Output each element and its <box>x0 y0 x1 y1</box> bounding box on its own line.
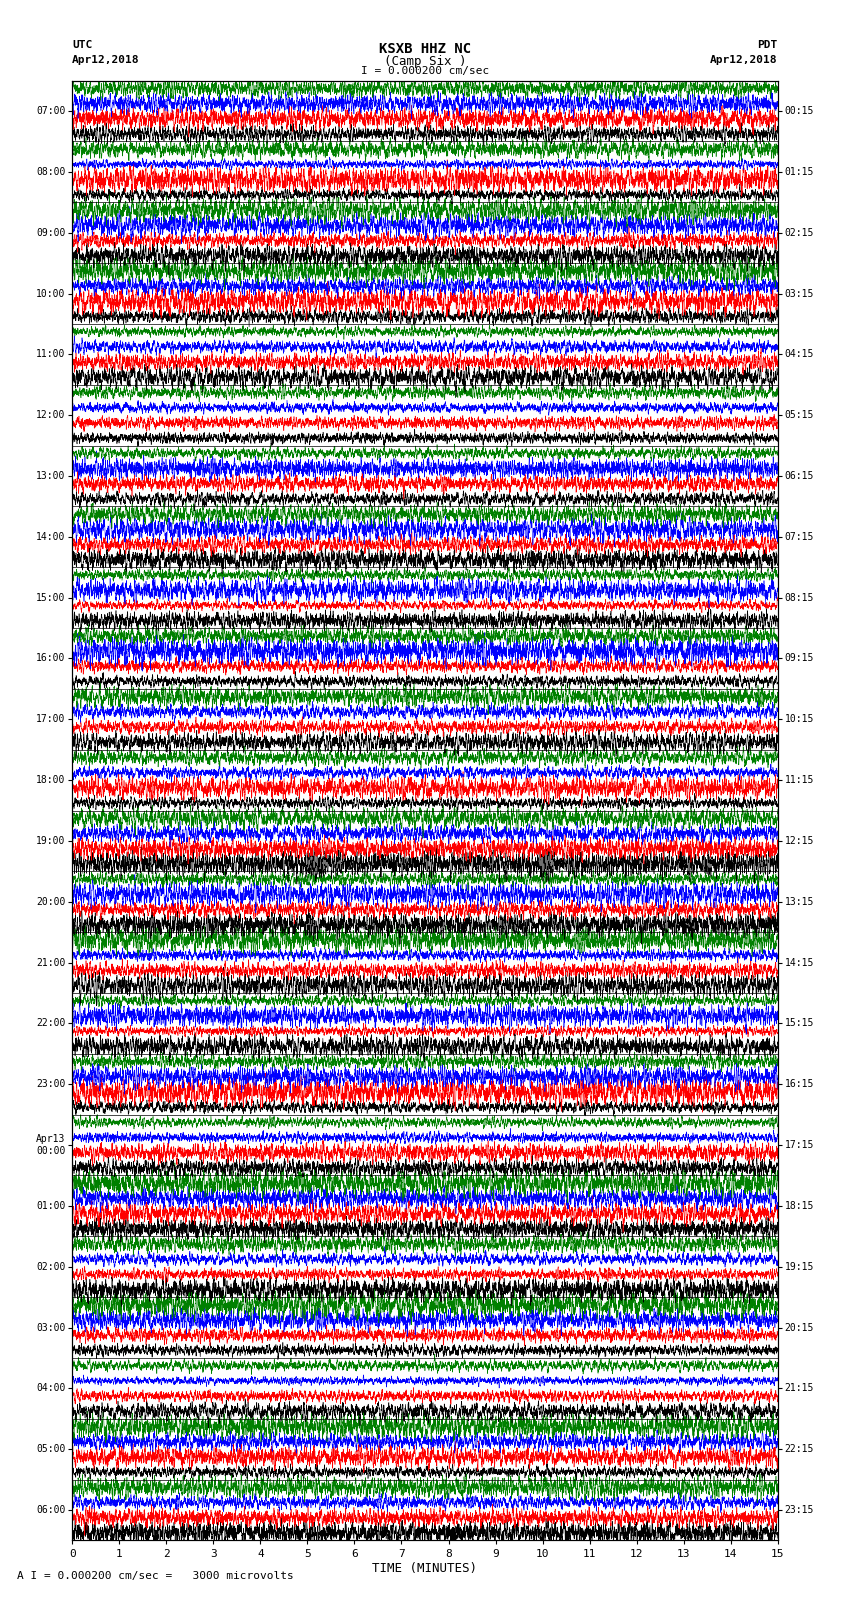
X-axis label: TIME (MINUTES): TIME (MINUTES) <box>372 1563 478 1576</box>
Text: KSXB HHZ NC: KSXB HHZ NC <box>379 42 471 56</box>
Text: UTC: UTC <box>72 40 93 50</box>
Text: PDT: PDT <box>757 40 778 50</box>
Text: A I = 0.000200 cm/sec =   3000 microvolts: A I = 0.000200 cm/sec = 3000 microvolts <box>17 1571 294 1581</box>
Text: (Camp Six ): (Camp Six ) <box>383 55 467 68</box>
Text: I = 0.000200 cm/sec: I = 0.000200 cm/sec <box>361 66 489 76</box>
Text: Apr12,2018: Apr12,2018 <box>711 55 778 65</box>
Text: Apr12,2018: Apr12,2018 <box>72 55 139 65</box>
